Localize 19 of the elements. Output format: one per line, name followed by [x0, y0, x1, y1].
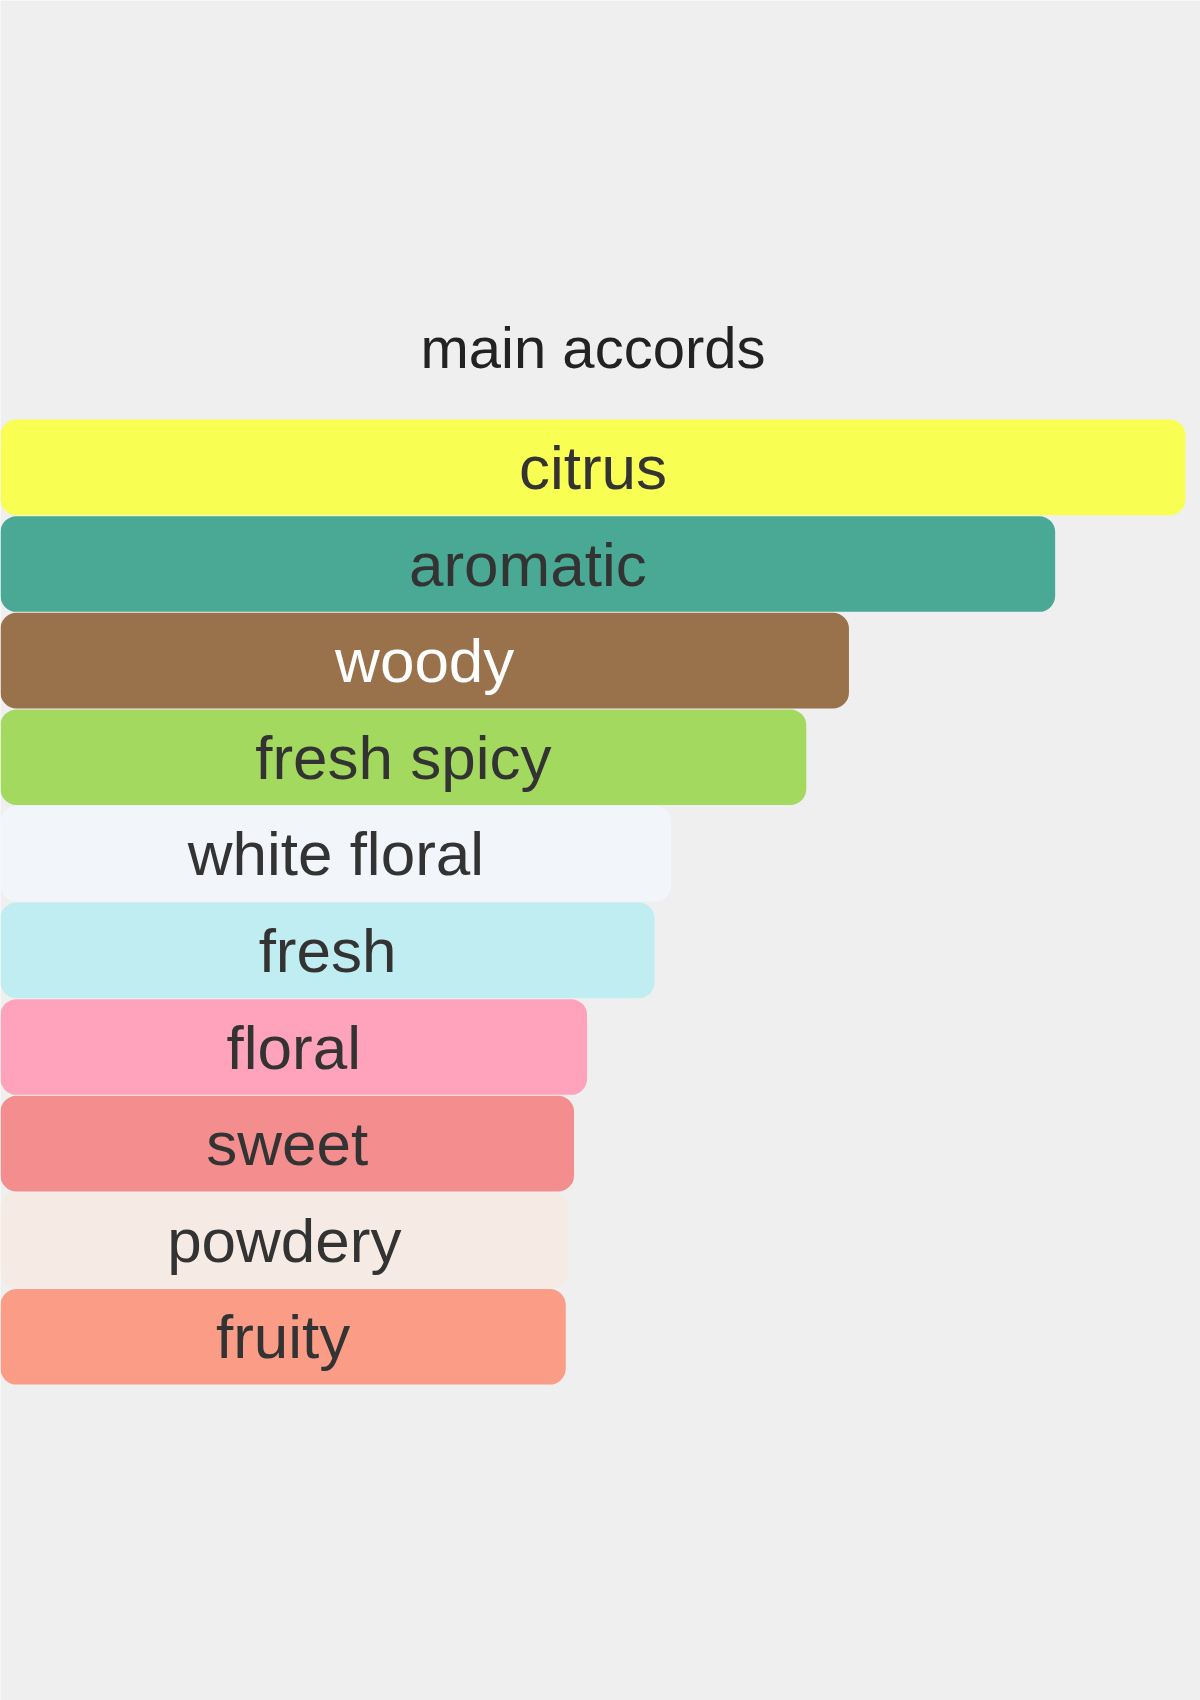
chart-title: main accords — [420, 315, 766, 380]
y-tick-label: fruity — [215, 1302, 351, 1372]
bar — [0, 516, 1056, 612]
y-tick-label: floral — [226, 1012, 361, 1082]
y-tick-label: fresh spicy — [255, 722, 552, 792]
bar — [0, 612, 849, 709]
y-tick-label: white floral — [186, 819, 485, 889]
y-tick-label: fresh — [258, 915, 397, 985]
bar — [0, 1288, 566, 1385]
bar — [0, 999, 588, 1095]
bar — [0, 709, 807, 806]
bar — [0, 902, 655, 999]
bar — [0, 1095, 575, 1192]
y-tick-label: citrus — [518, 432, 668, 502]
bar — [0, 419, 1186, 516]
y-tick-label: woody — [334, 626, 515, 696]
y-tick-label: sweet — [206, 1109, 369, 1179]
y-tick-label: aromatic — [408, 529, 647, 599]
y-tick-label: powdery — [167, 1205, 402, 1275]
